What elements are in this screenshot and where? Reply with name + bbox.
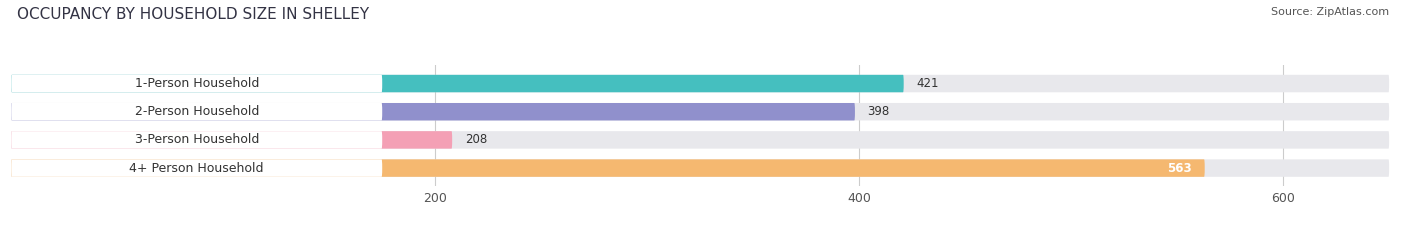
Text: Source: ZipAtlas.com: Source: ZipAtlas.com xyxy=(1271,7,1389,17)
FancyBboxPatch shape xyxy=(11,159,1205,177)
Text: 421: 421 xyxy=(917,77,939,90)
FancyBboxPatch shape xyxy=(11,131,1389,149)
Text: OCCUPANCY BY HOUSEHOLD SIZE IN SHELLEY: OCCUPANCY BY HOUSEHOLD SIZE IN SHELLEY xyxy=(17,7,368,22)
FancyBboxPatch shape xyxy=(11,103,382,120)
FancyBboxPatch shape xyxy=(11,131,382,149)
FancyBboxPatch shape xyxy=(11,75,382,92)
Text: 4+ Person Household: 4+ Person Household xyxy=(129,161,264,175)
Text: 208: 208 xyxy=(465,134,486,146)
FancyBboxPatch shape xyxy=(11,159,382,177)
FancyBboxPatch shape xyxy=(11,131,453,149)
FancyBboxPatch shape xyxy=(11,103,1389,120)
FancyBboxPatch shape xyxy=(11,75,904,92)
FancyBboxPatch shape xyxy=(11,75,1389,92)
Text: 3-Person Household: 3-Person Household xyxy=(135,134,259,146)
FancyBboxPatch shape xyxy=(11,103,855,120)
Text: 2-Person Household: 2-Person Household xyxy=(135,105,259,118)
FancyBboxPatch shape xyxy=(11,159,1389,177)
Text: 398: 398 xyxy=(868,105,890,118)
Text: 1-Person Household: 1-Person Household xyxy=(135,77,259,90)
Text: 563: 563 xyxy=(1167,161,1192,175)
